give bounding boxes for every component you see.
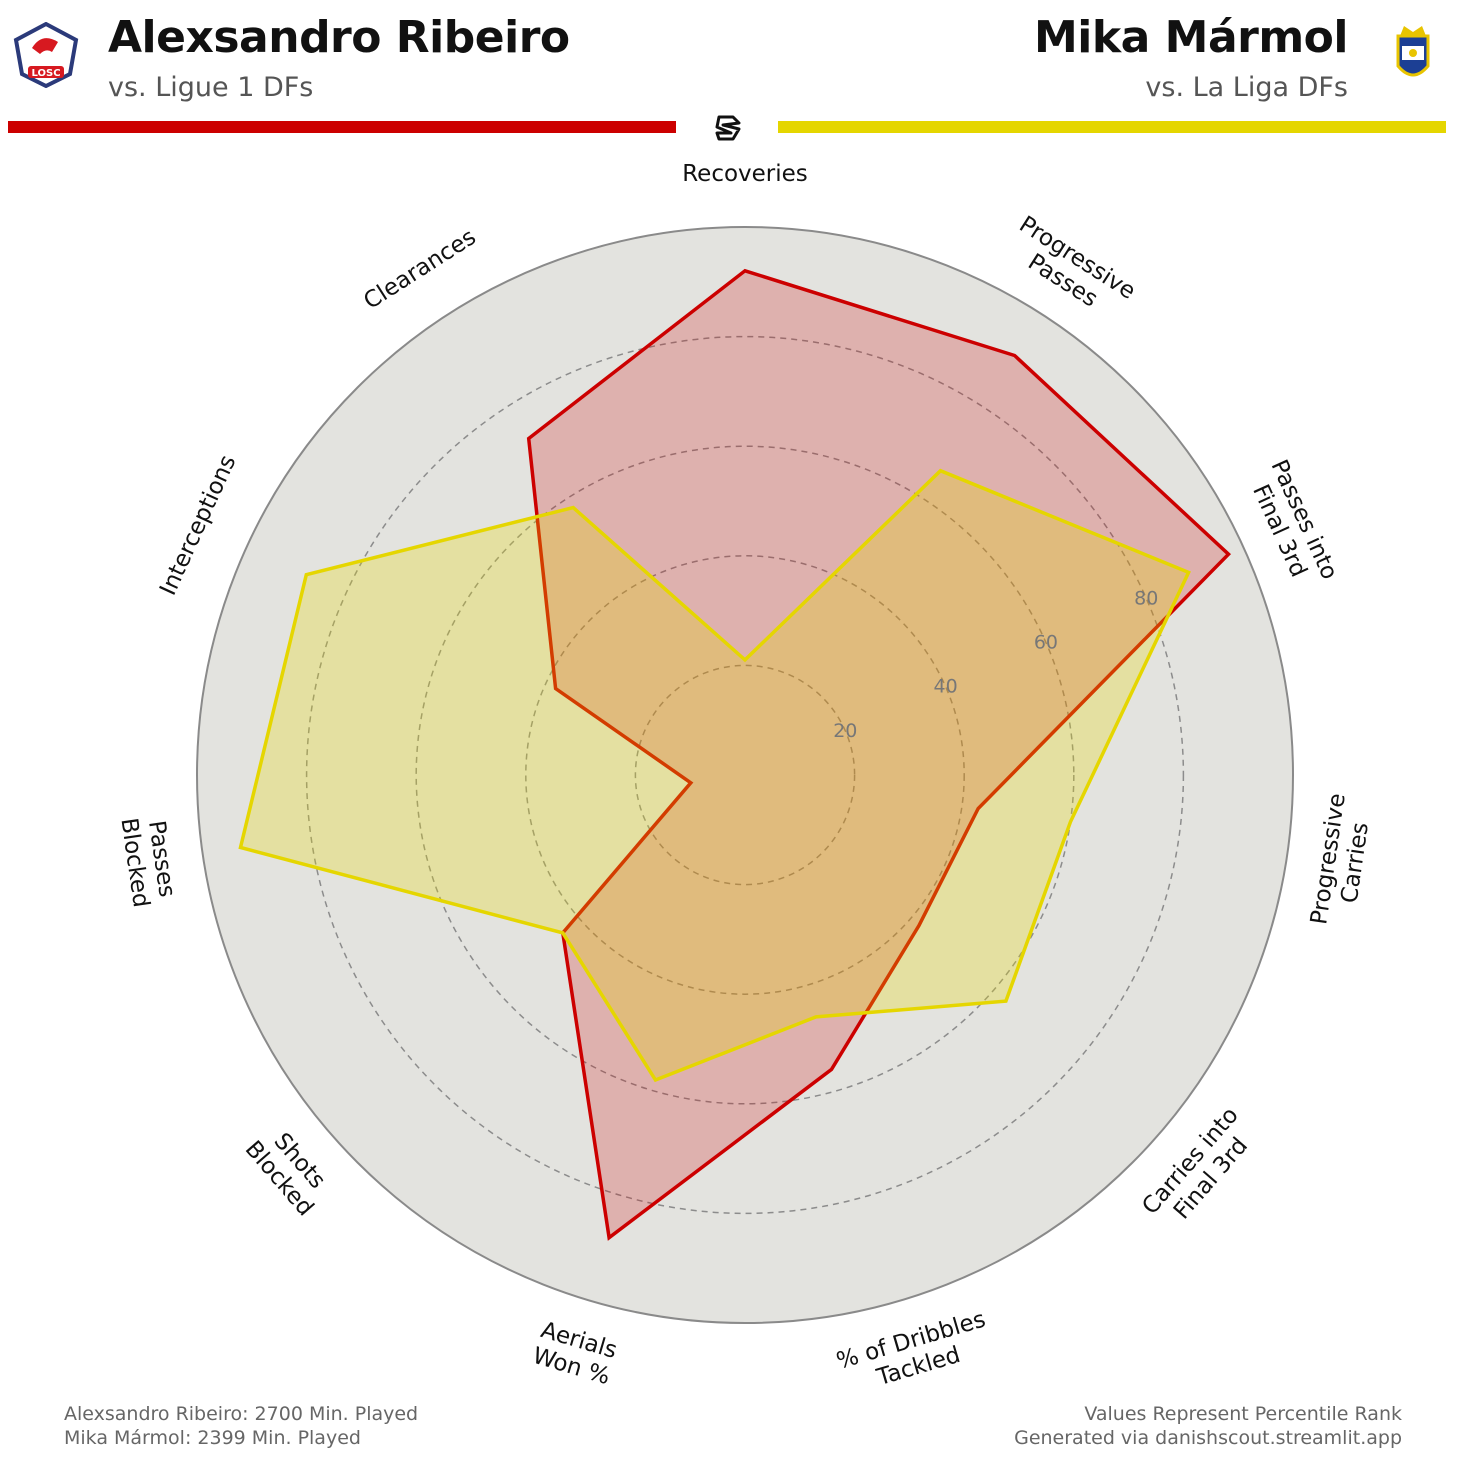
ring-tick-label: 20 [833, 720, 857, 742]
player1-color-bar [8, 121, 676, 133]
crest-text: LOSC [31, 68, 60, 79]
ring-tick-label: 40 [934, 676, 958, 698]
axis-label: Clearances [359, 224, 480, 315]
ring-tick-label: 60 [1034, 632, 1058, 654]
generated-note: Generated via danishscout.streamlit.app [1014, 1427, 1402, 1449]
series-polygon-2 [238, 468, 1191, 1083]
player2-color-bar [778, 121, 1446, 133]
axis-label: Recoveries [682, 161, 808, 187]
grid-ring [415, 445, 1075, 1105]
player2-minutes: Mika Mármol: 2399 Min. Played [64, 1427, 361, 1449]
player1-subtitle: vs. Ligue 1 DFs [108, 72, 314, 103]
axis-label-line: Interceptions [155, 451, 241, 599]
axis-label-line: Recoveries [682, 161, 808, 187]
chart-notes: Values Represent Percentile Rank Generat… [1014, 1402, 1402, 1450]
player1-name: Alexsandro Ribeiro [108, 12, 570, 63]
grid-ring [634, 664, 856, 886]
grid-ring [525, 555, 965, 995]
player2-subtitle: vs. La Liga DFs [1145, 72, 1348, 103]
percentile-note: Values Represent Percentile Rank [1084, 1403, 1402, 1425]
player1-minutes: Alexsandro Ribeiro: 2700 Min. Played [64, 1403, 419, 1425]
losc-crest-icon: LOSC [13, 22, 79, 88]
axis-label-line: Clearances [359, 224, 480, 315]
las-palmas-crest-icon [1396, 26, 1430, 77]
grid-ring [305, 335, 1185, 1215]
axis-label: Interceptions [155, 451, 241, 599]
player2-name: Mika Mármol [1034, 12, 1348, 63]
series-polygon-1 [526, 268, 1232, 1241]
ring-tick-label: 80 [1134, 587, 1158, 609]
minutes-info: Alexsandro Ribeiro: 2700 Min. Played Mik… [64, 1402, 418, 1450]
danishscout-logo-icon [715, 115, 741, 141]
